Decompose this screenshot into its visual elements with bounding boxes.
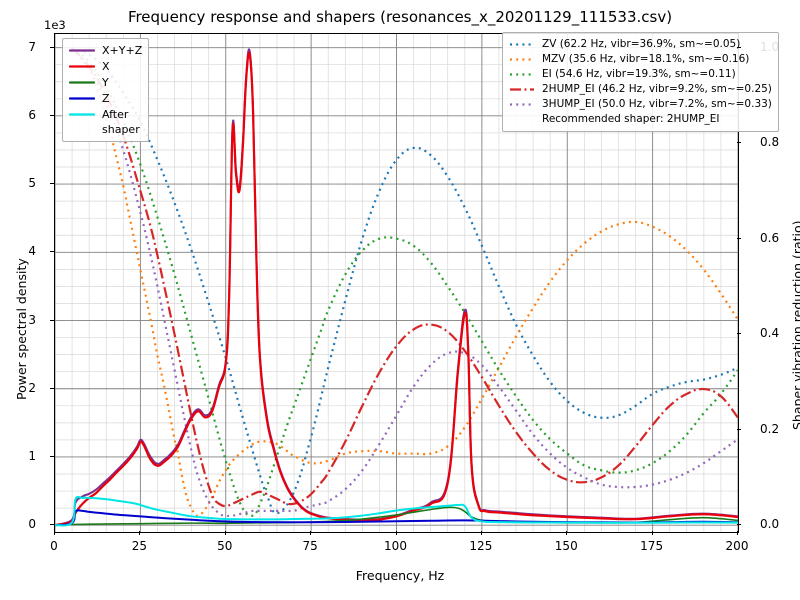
series-zv	[71, 46, 738, 515]
legend-item-ei[interactable]: EI (54.6 Hz, vibr=19.3%, sm~=0.11)	[509, 67, 772, 82]
legend-item-y[interactable]: Y	[69, 75, 142, 91]
y-tick-label-left: 5	[28, 176, 36, 191]
x-tick-label: 200	[725, 539, 749, 553]
legend-item-label: X+Y+Z	[102, 44, 143, 57]
x-tick-label: 0	[50, 539, 58, 553]
y-tick-mark-right	[737, 524, 741, 526]
legend-line-swatch	[69, 91, 95, 106]
legend-item-z[interactable]: Z	[69, 91, 142, 107]
legend-item-label: X	[102, 60, 110, 73]
legend-line-swatch	[69, 43, 95, 58]
legend-line-swatch	[509, 82, 535, 97]
legend-item-x-y-z[interactable]: X+Y+Z	[69, 43, 142, 59]
legend-shapers: ZV (62.2 Hz, vibr=36.9%, sm~=0.05) MZV (3…	[502, 32, 779, 132]
y-tick-label-left: 6	[28, 107, 36, 122]
legend-item-3hump-ei[interactable]: 3HUMP_EI (50.0 Hz, vibr=7.2%, sm~=0.33)	[509, 97, 772, 112]
x-tick-label: 75	[302, 539, 318, 553]
legend-line-swatch	[69, 75, 95, 90]
legend-item-label: 2HUMP_EI (46.2 Hz, vibr=9.2%, sm~=0.25)	[542, 83, 772, 95]
y-tick-label-right: 0.4	[760, 326, 780, 341]
x-axis-label: Frequency, Hz	[355, 568, 445, 583]
y-tick-label-left: 7	[28, 39, 36, 54]
y-tick-mark-right	[737, 333, 741, 335]
legend-line-swatch	[509, 97, 535, 112]
y-tick-mark-right	[737, 142, 741, 144]
x-tick-mark	[737, 531, 738, 535]
y-tick-mark-left	[50, 183, 54, 185]
y-tick-label-right: 0.2	[760, 421, 780, 436]
y-tick-label-left: 1	[28, 448, 36, 463]
y-tick-label-left: 2	[28, 380, 36, 395]
legend-item-label: EI (54.6 Hz, vibr=19.3%, sm~=0.11)	[542, 68, 736, 80]
y-tick-mark-left	[50, 319, 54, 321]
y-tick-mark-right	[737, 428, 741, 430]
y-tick-label-left: 4	[28, 244, 36, 259]
legend-item-after-shaper[interactable]: After shaper	[69, 107, 142, 137]
x-tick-mark	[395, 531, 397, 535]
y-tick-label-left: 3	[28, 312, 36, 327]
legend-item-label: Z	[102, 92, 110, 105]
y-axis-right-label: Shaper vibration reduction (ratio)	[790, 220, 800, 430]
legend-line-swatch	[509, 52, 535, 67]
x-tick-mark	[566, 531, 568, 535]
y-tick-mark-left	[50, 387, 54, 389]
legend-item-x[interactable]: X	[69, 59, 142, 75]
x-tick-mark	[651, 531, 653, 535]
legend-item-label: 3HUMP_EI (50.0 Hz, vibr=7.2%, sm~=0.33)	[542, 98, 772, 110]
y-tick-mark-right	[737, 46, 741, 48]
y-tick-mark-left	[50, 455, 54, 457]
y-tick-label-right: 0.8	[760, 135, 780, 150]
x-tick-label: 125	[469, 539, 493, 553]
legend-line-swatch	[69, 59, 95, 74]
x-tick-label: 100	[384, 539, 407, 553]
legend-item-label: MZV (35.6 Hz, vibr=18.1%, sm~=0.16)	[542, 53, 750, 65]
x-tick-label: 175	[640, 539, 664, 553]
y-tick-label-right: 0.6	[760, 230, 780, 245]
legend-item-mzv[interactable]: MZV (35.6 Hz, vibr=18.1%, sm~=0.16)	[509, 52, 772, 67]
legend-item-label: After shaper	[102, 108, 140, 136]
series-2hump-ei	[71, 46, 738, 508]
x-tick-label: 50	[217, 539, 233, 553]
x-tick-mark	[139, 531, 141, 535]
y-tick-mark-left	[50, 524, 54, 526]
x-tick-mark	[54, 531, 55, 535]
legend-item-zv[interactable]: ZV (62.2 Hz, vibr=36.9%, sm~=0.05)	[509, 37, 772, 52]
y-tick-mark-right	[737, 237, 741, 239]
legend-signals: X+Y+Z X Y Z After shaper	[62, 38, 150, 142]
y-axis-left-ticks: 0 1 2 3 4 5 6 7	[0, 0, 46, 600]
y-tick-mark-left	[50, 114, 54, 116]
x-tick-mark	[480, 531, 482, 535]
legend-line-swatch	[509, 37, 535, 52]
chart-title: Frequency response and shapers (resonanc…	[127, 8, 673, 26]
series-after-shaper	[55, 495, 738, 527]
x-tick-label: 150	[554, 539, 578, 553]
legend-item-label: ZV (62.2 Hz, vibr=36.9%, sm~=0.05)	[542, 38, 741, 50]
legend-item-2hump-ei[interactable]: 2HUMP_EI (46.2 Hz, vibr=9.2%, sm~=0.25)	[509, 82, 772, 97]
x-tick-mark	[310, 531, 312, 535]
series-x	[55, 51, 738, 527]
x-tick-mark	[224, 531, 226, 535]
legend-item-label: Y	[102, 76, 109, 89]
y-tick-label-right: 0.0	[760, 517, 780, 532]
y-tick-mark-left	[50, 251, 54, 253]
legend-line-swatch	[509, 67, 535, 82]
y-axis-offset-label: 1e3	[44, 18, 66, 32]
recommended-shaper-note: Recommended shaper: 2HUMP_EI	[542, 113, 720, 125]
y-tick-mark-left	[50, 46, 54, 48]
x-tick-label: 25	[131, 539, 148, 553]
y-tick-label-left: 0	[28, 517, 36, 532]
y-axis-left-label: Power spectral density	[14, 258, 29, 400]
legend-line-swatch	[69, 107, 95, 122]
plot-canvas	[55, 34, 738, 532]
